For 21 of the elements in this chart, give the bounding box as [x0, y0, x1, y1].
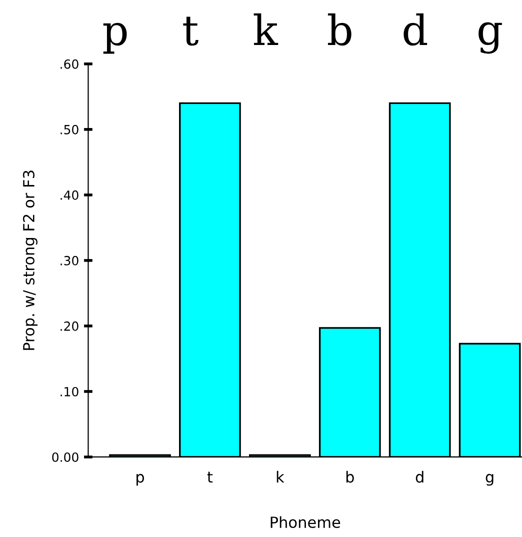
y-tick-label: .50 — [60, 124, 78, 134]
y-tick-label: .40 — [60, 190, 78, 200]
text: b — [346, 470, 354, 483]
y-tick-label: .60 — [60, 59, 78, 69]
text: t — [207, 472, 213, 482]
x-tick-label: g — [478, 22, 502, 54]
text: p — [136, 474, 144, 486]
y-tick-label: .20 — [60, 321, 78, 331]
x-tick-label: d — [404, 13, 428, 46]
text: k — [276, 470, 284, 482]
text: d — [416, 470, 424, 483]
x-tick-label: t — [183, 16, 198, 46]
y-tick-label: .30 — [60, 256, 78, 266]
y-axis-title: Prop. w/ strong F2 or F3 — [22, 170, 38, 350]
text: g — [486, 474, 494, 486]
x-tick-label: k — [254, 13, 278, 46]
y-tick-label: .10 — [60, 386, 78, 396]
y-tick-label: 0.00 — [52, 452, 78, 462]
x-tick-label: b — [328, 13, 352, 46]
x-axis-title: Phoneme — [270, 516, 340, 528]
x-tick-label: p — [103, 22, 127, 54]
